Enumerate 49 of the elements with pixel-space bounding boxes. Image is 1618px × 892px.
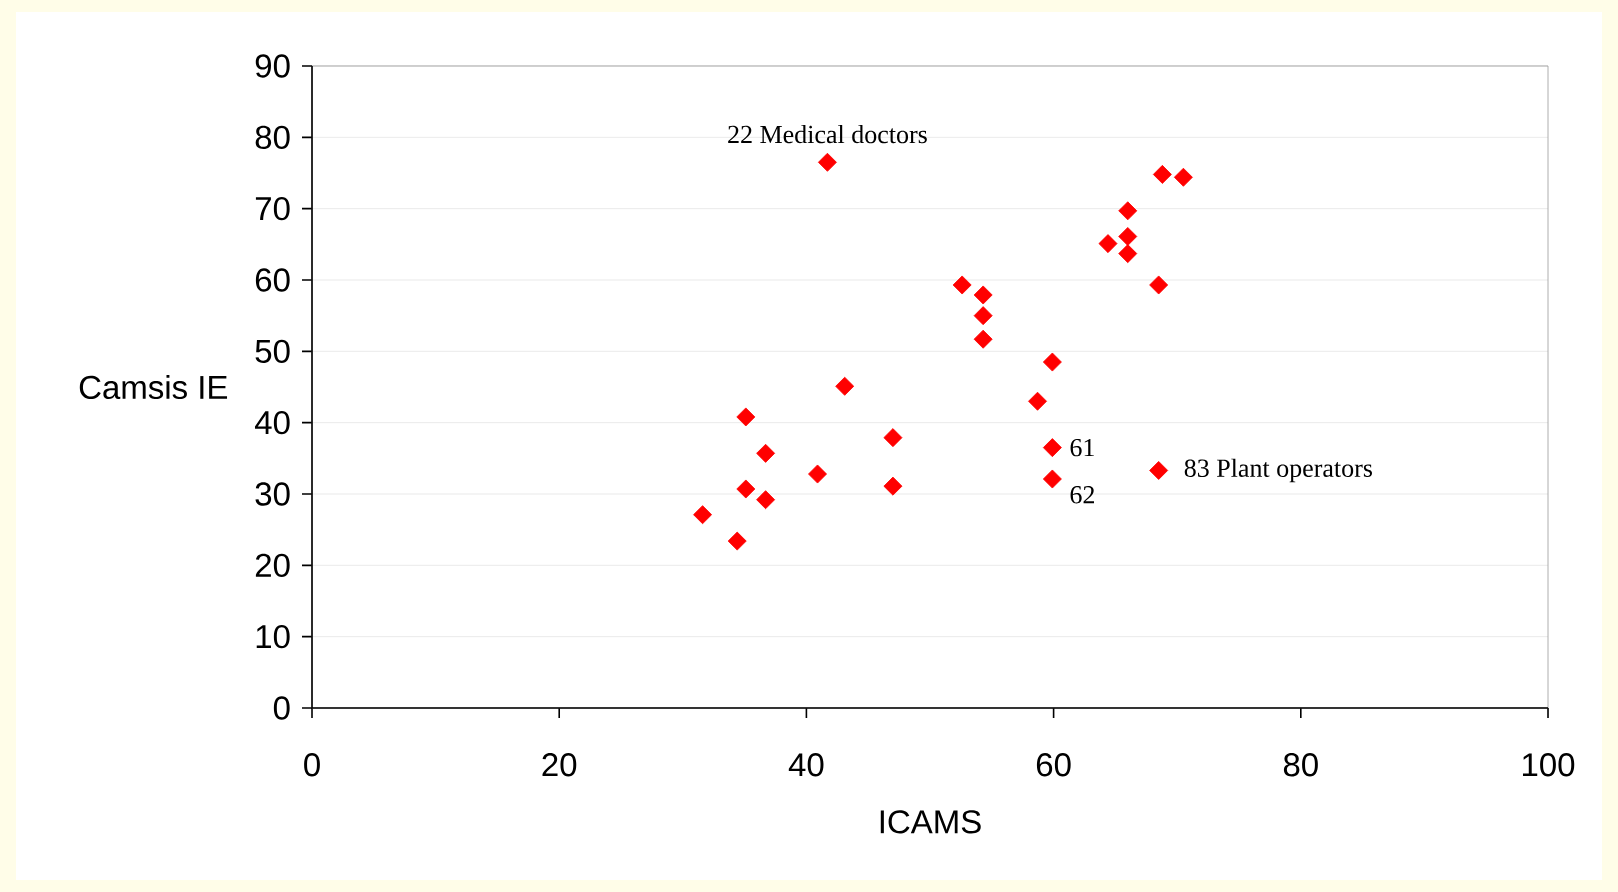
annotation: 61: [1070, 438, 1094, 457]
point: [1118, 227, 1138, 246]
point: [1042, 352, 1062, 372]
point: [952, 275, 972, 295]
point: [727, 531, 747, 551]
y-tick-label: 30: [255, 482, 290, 506]
x-tick-label: 60: [1036, 753, 1071, 777]
y-tick-label: 20: [255, 553, 290, 577]
annotation: 62: [1070, 486, 1095, 504]
y-axis-title: Camsis IE: [79, 374, 228, 400]
point: [808, 464, 827, 484]
point: [883, 476, 903, 496]
y-tick-label: 10: [256, 624, 290, 649]
point: [835, 376, 855, 396]
y-tick-label: 0: [273, 696, 290, 720]
point: [756, 490, 776, 510]
point: [1098, 234, 1118, 254]
point: [973, 329, 993, 349]
x-tick-label: 0: [304, 753, 320, 777]
y-tick-label: 60: [255, 268, 290, 292]
annotation: 83 Plant operators: [1184, 458, 1373, 483]
point: [756, 443, 776, 463]
x-axis-title: ICAMS: [880, 810, 981, 834]
y-tick-label: 70: [255, 196, 290, 221]
y-tick-label: 50: [255, 339, 290, 363]
point: [1173, 167, 1193, 187]
point: [1118, 201, 1138, 221]
y-tick-label: 90: [255, 54, 290, 78]
point: [883, 428, 903, 448]
x-tick-label: 20: [542, 753, 577, 777]
x-tick-label: 40: [788, 753, 824, 777]
y-tick-label: 40: [254, 410, 290, 435]
point: [1042, 438, 1062, 458]
point: [817, 152, 837, 172]
point: [1042, 469, 1062, 489]
x-tick-label: 100: [1522, 753, 1575, 777]
point: [736, 407, 756, 427]
point: [693, 505, 713, 525]
annotation: 22 Medical doctors: [728, 124, 927, 144]
point: [1149, 461, 1169, 480]
point: [1028, 391, 1047, 411]
point: [973, 306, 993, 326]
y-tick-label: 80: [255, 125, 290, 149]
x-tick-label: 80: [1283, 753, 1318, 777]
point: [736, 479, 756, 499]
point: [973, 285, 993, 305]
point: [1149, 275, 1169, 295]
point: [1152, 164, 1172, 184]
point: [1118, 244, 1138, 264]
